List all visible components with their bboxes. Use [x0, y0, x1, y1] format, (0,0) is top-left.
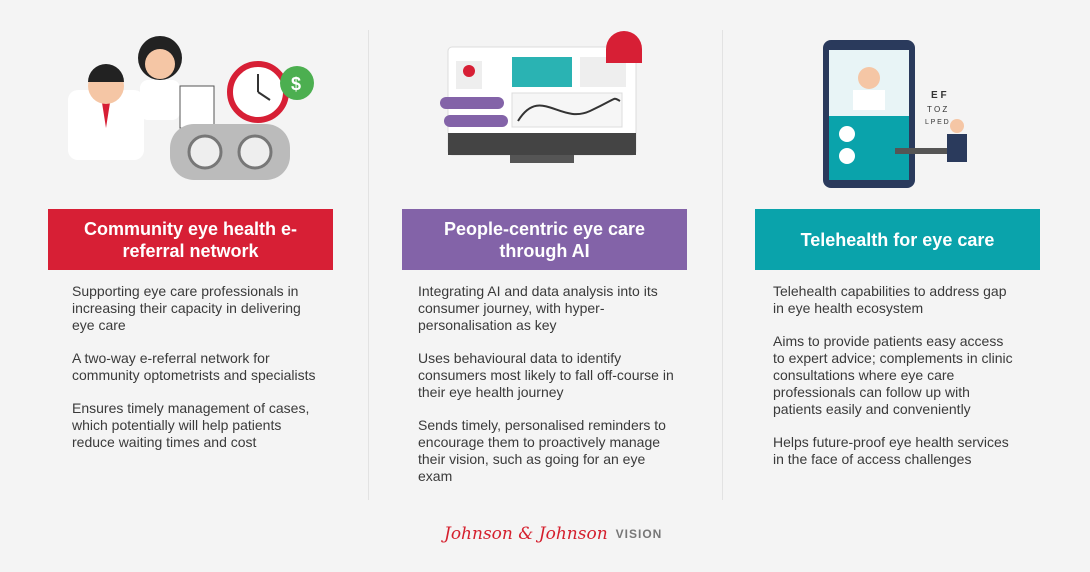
svg-text:T O Z: T O Z [927, 105, 947, 114]
bullet-text: Helps future-proof eye health services i… [773, 434, 1009, 467]
bullet-text: Uses behavioural data to identify consum… [418, 350, 674, 400]
johnson-and-johnson-vision-logo: Johnson & Johnson VISION [444, 524, 662, 544]
banner-people-centric-ai: People-centric eye care through AI [402, 209, 687, 270]
logo-brand: Johnson & Johnson [444, 524, 608, 544]
column-divider [368, 30, 369, 500]
bullet-text: A two-way e-referral network for communi… [72, 350, 316, 383]
bullet-text: Telehealth capabilities to address gap i… [773, 283, 1007, 316]
doctors-clock-phoropter-illustration: $ [68, 36, 314, 180]
bullet-text: Aims to provide patients easy access to … [773, 333, 1013, 417]
column-divider [722, 30, 723, 500]
people-centric-ai-bullets: Integrating AI and data analysis into it… [418, 283, 680, 501]
svg-text:E F: E F [931, 90, 947, 101]
svg-text:$: $ [291, 74, 301, 94]
bullet-text: Integrating AI and data analysis into it… [418, 283, 658, 333]
telehealth-tablet-doctor-illustration: E F T O Z L P E D [823, 40, 967, 188]
community-eye-health-bullets: Supporting eye care professionals in inc… [72, 283, 322, 467]
ai-monitor-alarm-bell-illustration [440, 31, 642, 163]
banner-community-eye-health: Community eye health e-referral network [48, 209, 333, 270]
svg-text:L P E D: L P E D [925, 119, 949, 126]
bullet-text: Ensures timely management of cases, whic… [72, 400, 310, 450]
bullet-text: Supporting eye care professionals in inc… [72, 283, 301, 333]
logo-suffix: VISION [615, 527, 663, 541]
telehealth-bullets: Telehealth capabilities to address gap i… [773, 283, 1013, 484]
bullet-text: Sends timely, personalised reminders to … [418, 417, 666, 484]
banner-telehealth: Telehealth for eye care [755, 209, 1040, 270]
